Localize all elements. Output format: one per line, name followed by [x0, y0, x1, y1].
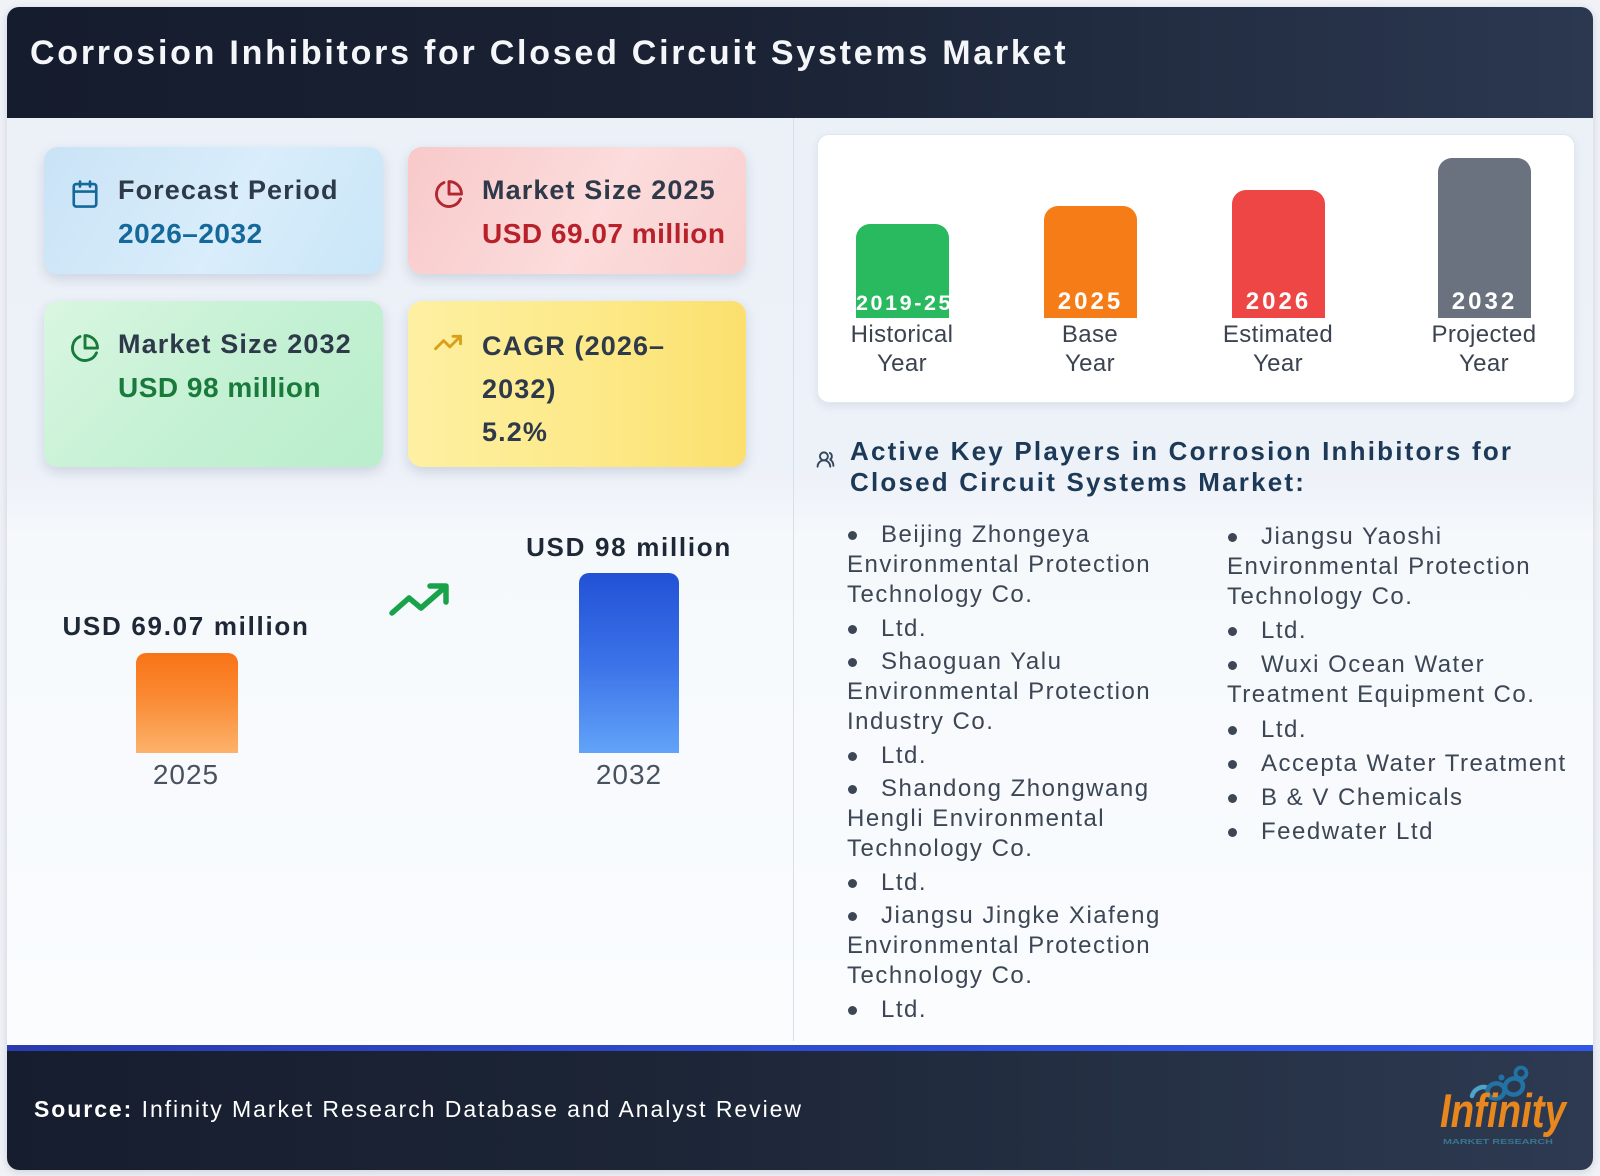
svg-text:MARKET RESEARCH: MARKET RESEARCH — [1443, 1137, 1553, 1146]
svg-text:Infinity: Infinity — [1440, 1084, 1568, 1137]
